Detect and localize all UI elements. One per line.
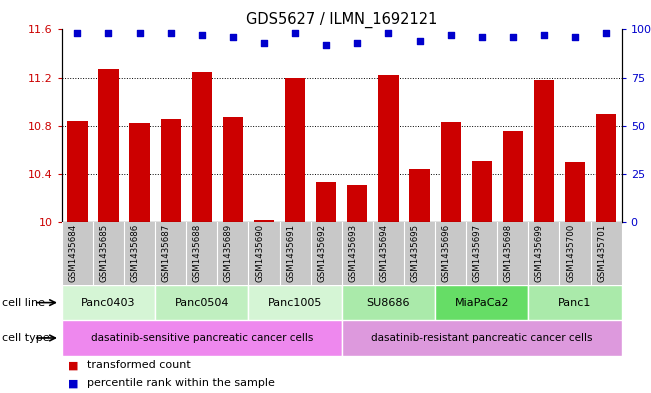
Bar xyxy=(503,130,523,222)
Text: GSM1435700: GSM1435700 xyxy=(566,224,575,282)
Text: GSM1435684: GSM1435684 xyxy=(68,224,77,282)
Bar xyxy=(342,285,435,320)
Text: GSM1435694: GSM1435694 xyxy=(380,224,389,282)
Text: dasatinib-sensitive pancreatic cancer cells: dasatinib-sensitive pancreatic cancer ce… xyxy=(90,333,313,343)
Bar xyxy=(565,162,585,222)
Bar xyxy=(98,69,118,222)
Bar xyxy=(223,118,243,222)
Point xyxy=(321,42,331,48)
Text: Panc1: Panc1 xyxy=(559,298,592,308)
Text: GSM1435687: GSM1435687 xyxy=(161,224,171,282)
Text: GSM1435693: GSM1435693 xyxy=(348,224,357,282)
Text: GSM1435701: GSM1435701 xyxy=(597,224,606,282)
Text: GSM1435692: GSM1435692 xyxy=(317,224,326,282)
Text: dasatinib-resistant pancreatic cancer cells: dasatinib-resistant pancreatic cancer ce… xyxy=(371,333,592,343)
Bar xyxy=(347,185,367,222)
Point xyxy=(228,34,238,40)
Text: GSM1435697: GSM1435697 xyxy=(473,224,482,282)
Bar xyxy=(409,169,430,222)
Text: GSM1435685: GSM1435685 xyxy=(100,224,109,282)
Point xyxy=(445,32,456,39)
Point xyxy=(352,40,363,46)
Point xyxy=(570,34,580,40)
Bar xyxy=(67,121,87,222)
Bar xyxy=(534,80,554,222)
Point xyxy=(508,34,518,40)
Point xyxy=(414,38,424,44)
Bar xyxy=(161,119,181,222)
Point xyxy=(290,30,300,37)
Text: ■: ■ xyxy=(68,360,79,371)
Text: GDS5627 / ILMN_1692121: GDS5627 / ILMN_1692121 xyxy=(246,12,437,28)
Point xyxy=(539,32,549,39)
Text: GSM1435690: GSM1435690 xyxy=(255,224,264,282)
Bar xyxy=(435,285,529,320)
Text: GSM1435698: GSM1435698 xyxy=(504,224,513,282)
Text: GSM1435689: GSM1435689 xyxy=(224,224,233,282)
Point xyxy=(259,40,270,46)
Point xyxy=(383,30,394,37)
Text: GSM1435699: GSM1435699 xyxy=(535,224,544,282)
Point xyxy=(197,32,207,39)
Bar xyxy=(62,285,155,320)
Text: GSM1435686: GSM1435686 xyxy=(131,224,139,282)
Bar xyxy=(316,182,337,222)
Text: SU8686: SU8686 xyxy=(367,298,410,308)
Point xyxy=(165,30,176,37)
Bar xyxy=(254,220,274,222)
Text: ■: ■ xyxy=(68,378,79,388)
Bar xyxy=(596,114,616,222)
Point xyxy=(72,30,83,37)
Text: Panc1005: Panc1005 xyxy=(268,298,322,308)
Bar xyxy=(378,75,398,222)
Text: percentile rank within the sample: percentile rank within the sample xyxy=(87,378,275,388)
Point xyxy=(104,30,114,37)
Bar xyxy=(130,123,150,222)
Text: transformed count: transformed count xyxy=(87,360,190,371)
Text: GSM1435695: GSM1435695 xyxy=(411,224,419,282)
Text: GSM1435696: GSM1435696 xyxy=(441,224,450,282)
Bar xyxy=(342,320,622,356)
Text: Panc0403: Panc0403 xyxy=(81,298,136,308)
Text: cell type: cell type xyxy=(2,333,49,343)
Bar xyxy=(441,122,461,222)
Bar xyxy=(285,78,305,222)
Bar xyxy=(249,285,342,320)
Text: Panc0504: Panc0504 xyxy=(174,298,229,308)
Text: MiaPaCa2: MiaPaCa2 xyxy=(454,298,509,308)
Point xyxy=(601,30,611,37)
Bar xyxy=(155,285,249,320)
Point xyxy=(134,30,145,37)
Bar xyxy=(471,161,492,222)
Bar xyxy=(62,320,342,356)
Point xyxy=(477,34,487,40)
Text: GSM1435688: GSM1435688 xyxy=(193,224,202,282)
Bar xyxy=(529,285,622,320)
Text: GSM1435691: GSM1435691 xyxy=(286,224,295,282)
Bar xyxy=(191,72,212,222)
Text: cell line: cell line xyxy=(2,298,45,308)
